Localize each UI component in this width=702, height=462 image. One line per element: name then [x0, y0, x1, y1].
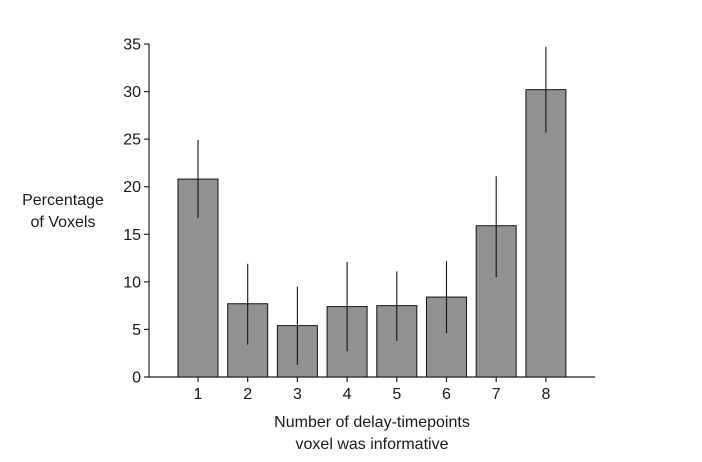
- bar: [525, 89, 567, 378]
- x-tick-label: 1: [194, 386, 203, 403]
- x-axis-label: voxel was informative: [296, 436, 449, 453]
- x-tick-label: 8: [541, 386, 550, 403]
- error-bars: [197, 46, 547, 365]
- x-tick-label: 2: [243, 386, 252, 403]
- x-tick-label: 3: [293, 386, 302, 403]
- x-tick-label: 7: [492, 386, 501, 403]
- y-axis-label: Percentage: [22, 192, 104, 209]
- y-tick-label: 15: [123, 227, 141, 244]
- x-tick-label: 6: [442, 386, 451, 403]
- y-tick-label: 25: [123, 132, 141, 149]
- y-tick-label: 5: [132, 322, 141, 339]
- y-axis-label: of Voxels: [31, 214, 96, 231]
- y-tick-label: 0: [132, 370, 141, 387]
- y-tick-label: 35: [123, 37, 141, 54]
- y-tick-label: 20: [123, 179, 141, 196]
- y-tick-label: 30: [123, 84, 141, 101]
- labels: 0 5 10 15 20 25 30 35 1 2 3 4 5 6 7 8 Percentage of Voxel…: [22, 37, 550, 454]
- axes: [144, 43, 595, 382]
- y-tick-label: 10: [123, 274, 141, 291]
- x-axis-label: Number of delay-timepoints: [274, 414, 470, 431]
- x-tick-label: 4: [343, 386, 352, 403]
- x-tick-label: 5: [392, 386, 401, 403]
- bars: [177, 89, 567, 378]
